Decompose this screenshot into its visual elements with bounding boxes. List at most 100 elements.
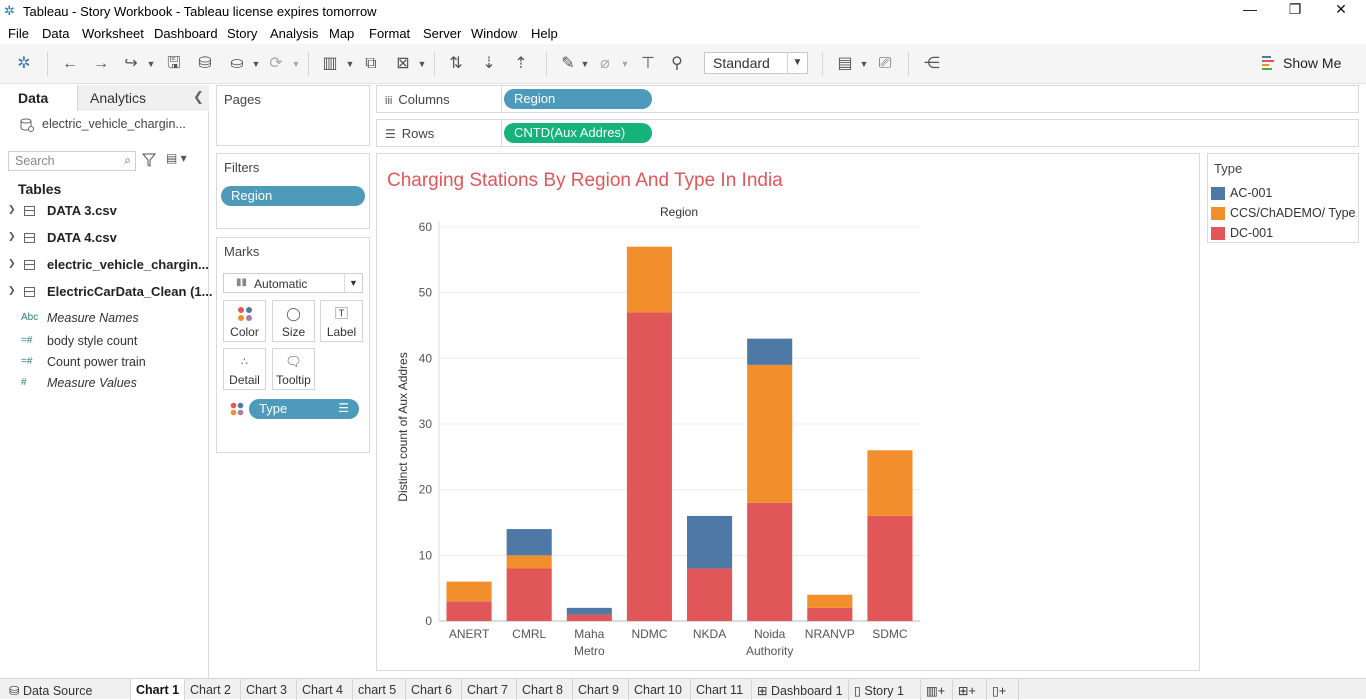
undo-icon[interactable]: ← bbox=[62, 55, 78, 72]
new-worksheet-dropdown-icon[interactable]: ▼ bbox=[345, 59, 355, 69]
field-item[interactable]: =# Count power train bbox=[0, 355, 209, 373]
group-dropdown-icon[interactable]: ▼ bbox=[620, 59, 630, 69]
bar-segment[interactable] bbox=[566, 614, 612, 621]
sort-descending-icon[interactable]: ⇡ bbox=[514, 55, 528, 72]
new-datasource-icon[interactable]: ⛁ bbox=[198, 55, 212, 72]
filters-card[interactable]: Filters Region bbox=[216, 153, 370, 229]
clear-sheet-dropdown-icon[interactable]: ▼ bbox=[417, 59, 427, 69]
bar-segment[interactable] bbox=[747, 364, 793, 503]
legend-item[interactable]: DC-001 bbox=[1211, 225, 1357, 243]
bar-segment[interactable] bbox=[807, 607, 853, 621]
detail-button[interactable]: ∴ Detail bbox=[223, 348, 266, 390]
swap-rows-columns-icon[interactable]: ⇅ bbox=[449, 55, 463, 72]
tab-analytics[interactable]: Analytics bbox=[78, 85, 209, 111]
menu-window[interactable]: Window bbox=[471, 26, 518, 41]
expand-icon[interactable]: ❯ bbox=[8, 258, 16, 268]
tableau-home-icon[interactable]: ✲ bbox=[17, 55, 31, 72]
new-worksheet-icon[interactable]: ▥ bbox=[322, 55, 338, 72]
bar-segment[interactable] bbox=[687, 568, 733, 621]
tab-chart-7[interactable]: Chart 7 bbox=[462, 679, 517, 700]
rows-pill-cntd[interactable]: CNTD(Aux Addres) bbox=[504, 123, 652, 143]
replay-dropdown-icon[interactable]: ▼ bbox=[146, 59, 156, 69]
tab-dashboard-1[interactable]: ⊞ Dashboard 1 bbox=[752, 679, 849, 700]
bar-segment[interactable] bbox=[446, 581, 492, 602]
menu-help[interactable]: Help bbox=[531, 26, 558, 41]
datasource-name[interactable]: electric_vehicle_chargin... bbox=[42, 117, 186, 131]
filter-icon[interactable] bbox=[142, 153, 156, 167]
search-input[interactable]: Search ⌕ bbox=[8, 151, 136, 171]
new-story-tab-icon[interactable]: ▯+ bbox=[987, 679, 1019, 700]
redo-icon[interactable]: → bbox=[93, 55, 109, 72]
refresh-icon[interactable]: ⟳ bbox=[269, 55, 283, 72]
pages-card[interactable]: Pages bbox=[216, 85, 370, 146]
highlight-icon[interactable]: ✎ bbox=[561, 55, 575, 72]
view-options-icon[interactable]: ▤ ▾ bbox=[166, 151, 187, 165]
tab-chart-3[interactable]: Chart 3 bbox=[241, 679, 297, 700]
group-members-icon[interactable]: ⌀ bbox=[600, 55, 610, 72]
tab-chart-10[interactable]: Chart 10 bbox=[629, 679, 691, 700]
legend-item[interactable]: AC-001 bbox=[1211, 185, 1357, 203]
pause-updates-icon[interactable]: ⛀ bbox=[230, 55, 244, 72]
bar-segment[interactable] bbox=[566, 607, 612, 615]
tab-chart-8[interactable]: Chart 8 bbox=[517, 679, 573, 700]
label-button[interactable]: 🅃 Label bbox=[320, 300, 363, 342]
collapse-pane-icon[interactable]: ❮ bbox=[193, 89, 204, 104]
viz-canvas[interactable]: Charging Stations By Region And Type In … bbox=[376, 153, 1200, 671]
tab-chart-2[interactable]: Chart 2 bbox=[185, 679, 241, 700]
filter-pill-region[interactable]: Region bbox=[221, 186, 365, 206]
close-button[interactable]: ✕ bbox=[1335, 1, 1347, 17]
tooltip-button[interactable]: 🗨 Tooltip bbox=[272, 348, 315, 390]
tab-story-1[interactable]: ▯ Story 1 bbox=[849, 679, 921, 700]
bar-segment[interactable] bbox=[506, 529, 552, 556]
minimize-button[interactable]: — bbox=[1243, 1, 1257, 17]
presentation-mode-icon[interactable]: ⎚ bbox=[878, 55, 892, 72]
expand-icon[interactable]: ❯ bbox=[8, 204, 16, 214]
show-cards-dropdown-icon[interactable]: ▼ bbox=[859, 59, 869, 69]
bars[interactable] bbox=[446, 246, 913, 621]
field-item[interactable]: Abc Measure Names bbox=[0, 311, 209, 329]
bar-segment[interactable] bbox=[626, 312, 672, 621]
field-item[interactable]: # Measure Values bbox=[0, 376, 209, 394]
tab-chart-5[interactable]: chart 5 bbox=[353, 679, 406, 700]
show-cards-icon[interactable]: ▤ bbox=[837, 55, 853, 72]
table-item[interactable]: ❯ DATA 3.csv bbox=[0, 202, 209, 222]
menu-dashboard[interactable]: Dashboard bbox=[154, 26, 218, 41]
bar-segment[interactable] bbox=[626, 246, 672, 313]
show-mark-labels-icon[interactable]: ⊤ bbox=[641, 55, 655, 72]
bar-segment[interactable] bbox=[867, 450, 913, 516]
menu-format[interactable]: Format bbox=[369, 26, 411, 41]
color-legend[interactable]: Type AC-001 CCS/ChADEMO/ Type.. DC-001 bbox=[1207, 153, 1359, 243]
restore-button[interactable]: ❐ bbox=[1288, 1, 1302, 17]
rows-shelf[interactable]: ☰ Rows CNTD(Aux Addres) bbox=[376, 119, 1359, 147]
duplicate-sheet-icon[interactable]: ⧉ bbox=[365, 55, 377, 72]
highlight-dropdown-icon[interactable]: ▼ bbox=[580, 59, 590, 69]
table-item[interactable]: ❯ ElectricCarData_Clean (1... bbox=[0, 283, 212, 303]
marks-card[interactable]: Marks ▮▮ Automatic ▼ Color ◯ Size 🅃 Labe… bbox=[216, 237, 370, 453]
tab-chart-11[interactable]: Chart 11 bbox=[691, 679, 752, 700]
new-dashboard-tab-icon[interactable]: ⊞+ bbox=[953, 679, 987, 700]
refresh-dropdown-icon[interactable]: ▼ bbox=[291, 59, 301, 69]
field-item[interactable]: =# body style count bbox=[0, 334, 209, 352]
new-worksheet-tab-icon[interactable]: ▥+ bbox=[921, 679, 953, 700]
type-color-pill[interactable]: Type ☰ bbox=[249, 399, 359, 419]
pause-dropdown-icon[interactable]: ▼ bbox=[251, 59, 261, 69]
mark-type-dropdown[interactable]: ▮▮ Automatic ▼ bbox=[223, 273, 363, 293]
menu-map[interactable]: Map bbox=[329, 26, 355, 41]
bar-segment[interactable] bbox=[506, 568, 552, 621]
fix-axes-icon[interactable]: ⚲ bbox=[671, 55, 683, 72]
menu-analysis[interactable]: Analysis bbox=[270, 26, 319, 41]
menu-server[interactable]: Server bbox=[423, 26, 462, 41]
menu-file[interactable]: File bbox=[8, 26, 29, 41]
tab-data-source[interactable]: ⛁ Data Source bbox=[4, 679, 131, 700]
save-icon[interactable]: 🖫 bbox=[167, 55, 181, 72]
menu-data[interactable]: Data bbox=[42, 26, 70, 41]
bar-segment[interactable] bbox=[747, 338, 793, 365]
chart-svg[interactable]: Charging Stations By Region And Type In … bbox=[377, 154, 1199, 670]
tab-chart-4[interactable]: Chart 4 bbox=[297, 679, 353, 700]
columns-shelf[interactable]: iii Columns Region bbox=[376, 85, 1359, 113]
tab-chart-1[interactable]: Chart 1 bbox=[131, 679, 185, 700]
table-item[interactable]: ❯ DATA 4.csv bbox=[0, 229, 209, 249]
bar-segment[interactable] bbox=[446, 601, 492, 621]
menu-story[interactable]: Story bbox=[227, 26, 258, 41]
bar-segment[interactable] bbox=[687, 515, 733, 569]
